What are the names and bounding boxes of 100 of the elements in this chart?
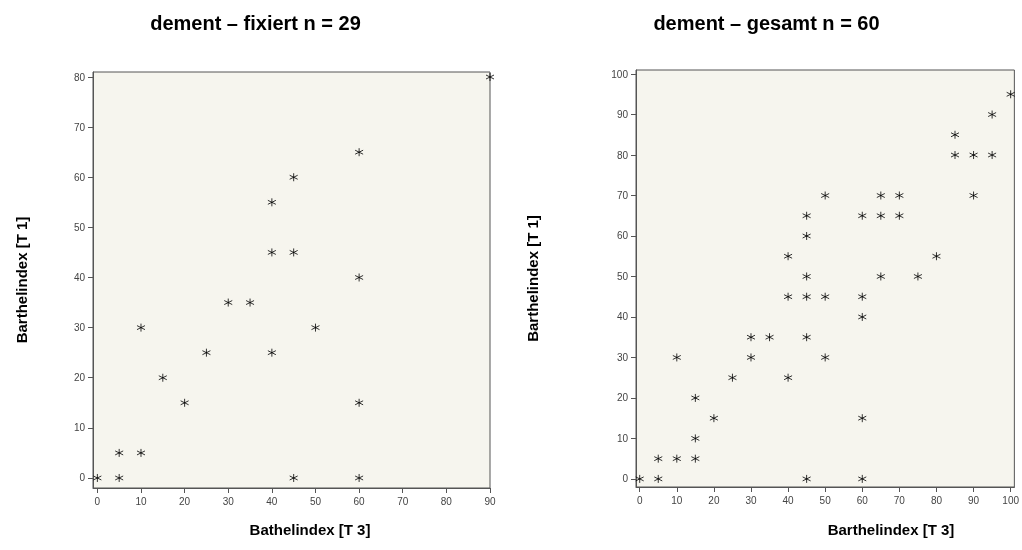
y-tick-label: 30 xyxy=(616,351,629,363)
point xyxy=(267,348,277,358)
y-axis-title: Barthelindex [T 1] xyxy=(524,215,541,342)
point xyxy=(354,473,364,483)
x-tick-label: 10 xyxy=(135,495,147,507)
point xyxy=(802,332,812,342)
point xyxy=(690,433,700,443)
point xyxy=(802,292,812,302)
y-tick-label: 80 xyxy=(73,71,86,83)
point xyxy=(783,251,793,261)
point xyxy=(289,172,299,182)
x-tick-label: 80 xyxy=(930,494,943,506)
y-tick-label: 0 xyxy=(79,472,86,484)
point xyxy=(802,474,812,484)
point xyxy=(857,292,867,302)
x-tick-label: 20 xyxy=(708,494,720,506)
point xyxy=(894,191,904,200)
point xyxy=(114,473,124,483)
point xyxy=(354,272,364,282)
x-tick-label: 30 xyxy=(745,494,757,506)
point xyxy=(201,348,211,358)
point xyxy=(709,413,719,423)
y-tick-label: 80 xyxy=(616,149,629,161)
point xyxy=(802,231,812,241)
y-tick-label: 30 xyxy=(73,322,86,334)
y-tick-label: 40 xyxy=(616,311,629,323)
point xyxy=(857,312,867,322)
point xyxy=(802,211,812,221)
point xyxy=(783,292,793,302)
point xyxy=(267,247,277,257)
point xyxy=(672,352,682,362)
point xyxy=(690,393,700,403)
point xyxy=(857,413,867,423)
y-tick-label: 50 xyxy=(73,221,86,233)
point xyxy=(289,473,299,483)
y-tick-label: 20 xyxy=(616,392,629,404)
x-tick-label: 40 xyxy=(782,494,795,506)
point xyxy=(635,474,645,484)
y-tick-label: 90 xyxy=(616,109,629,121)
point xyxy=(289,247,299,257)
point xyxy=(876,191,886,200)
point xyxy=(1006,89,1016,99)
x-tick-label: 100 xyxy=(1002,494,1020,506)
point xyxy=(653,454,663,464)
point xyxy=(802,271,812,281)
point xyxy=(267,197,277,207)
y-tick-label: 10 xyxy=(73,422,86,434)
y-tick-label: 40 xyxy=(73,271,86,283)
x-tick-label: 70 xyxy=(893,494,906,506)
point xyxy=(876,271,886,281)
x-tick-label: 80 xyxy=(440,495,453,507)
point xyxy=(820,191,830,200)
x-axis-title: Bathelindex [T 3] xyxy=(249,521,371,538)
point xyxy=(969,191,979,200)
x-tick-label: 50 xyxy=(819,494,832,506)
y-tick-label: 10 xyxy=(616,432,629,444)
point xyxy=(310,323,320,333)
point xyxy=(92,473,102,483)
chart-title: dement – fixiert n = 29 xyxy=(150,12,361,34)
point xyxy=(857,211,867,221)
point xyxy=(969,150,979,160)
point xyxy=(913,271,923,281)
y-axis-title: Barthelindex [T 1] xyxy=(13,216,30,344)
point xyxy=(690,454,700,464)
point xyxy=(876,211,886,221)
y-tick-label: 0 xyxy=(622,473,629,485)
point xyxy=(857,474,867,484)
point xyxy=(820,352,830,362)
point xyxy=(783,373,793,383)
point xyxy=(114,448,124,458)
x-tick-label: 90 xyxy=(968,494,980,506)
point xyxy=(653,474,663,484)
x-axis-title: Barthelindex [T 3] xyxy=(827,521,955,538)
point xyxy=(136,448,146,458)
point xyxy=(727,373,737,383)
y-tick-label: 70 xyxy=(616,190,629,201)
point xyxy=(987,110,997,120)
x-tick-label: 0 xyxy=(636,494,643,506)
point xyxy=(987,150,997,160)
y-tick-label: 50 xyxy=(616,270,629,282)
point xyxy=(950,150,960,160)
y-tick-label: 60 xyxy=(616,230,629,242)
x-tick-label: 50 xyxy=(309,495,322,507)
point xyxy=(894,211,904,221)
point xyxy=(820,292,830,302)
point xyxy=(746,332,756,342)
x-tick-label: 40 xyxy=(266,495,278,507)
x-tick-label: 20 xyxy=(179,495,191,507)
point xyxy=(245,298,255,308)
y-tick-label: 20 xyxy=(73,372,86,384)
chart-title: dement – gesamt n = 60 xyxy=(653,12,880,34)
point xyxy=(765,332,775,342)
x-tick-label: 90 xyxy=(484,495,496,507)
point xyxy=(136,323,146,333)
y-tick-label: 60 xyxy=(73,171,86,183)
point xyxy=(950,130,960,140)
x-tick-label: 10 xyxy=(671,494,683,506)
point xyxy=(223,298,233,308)
point xyxy=(158,373,168,383)
x-tick-label: 0 xyxy=(94,495,101,507)
